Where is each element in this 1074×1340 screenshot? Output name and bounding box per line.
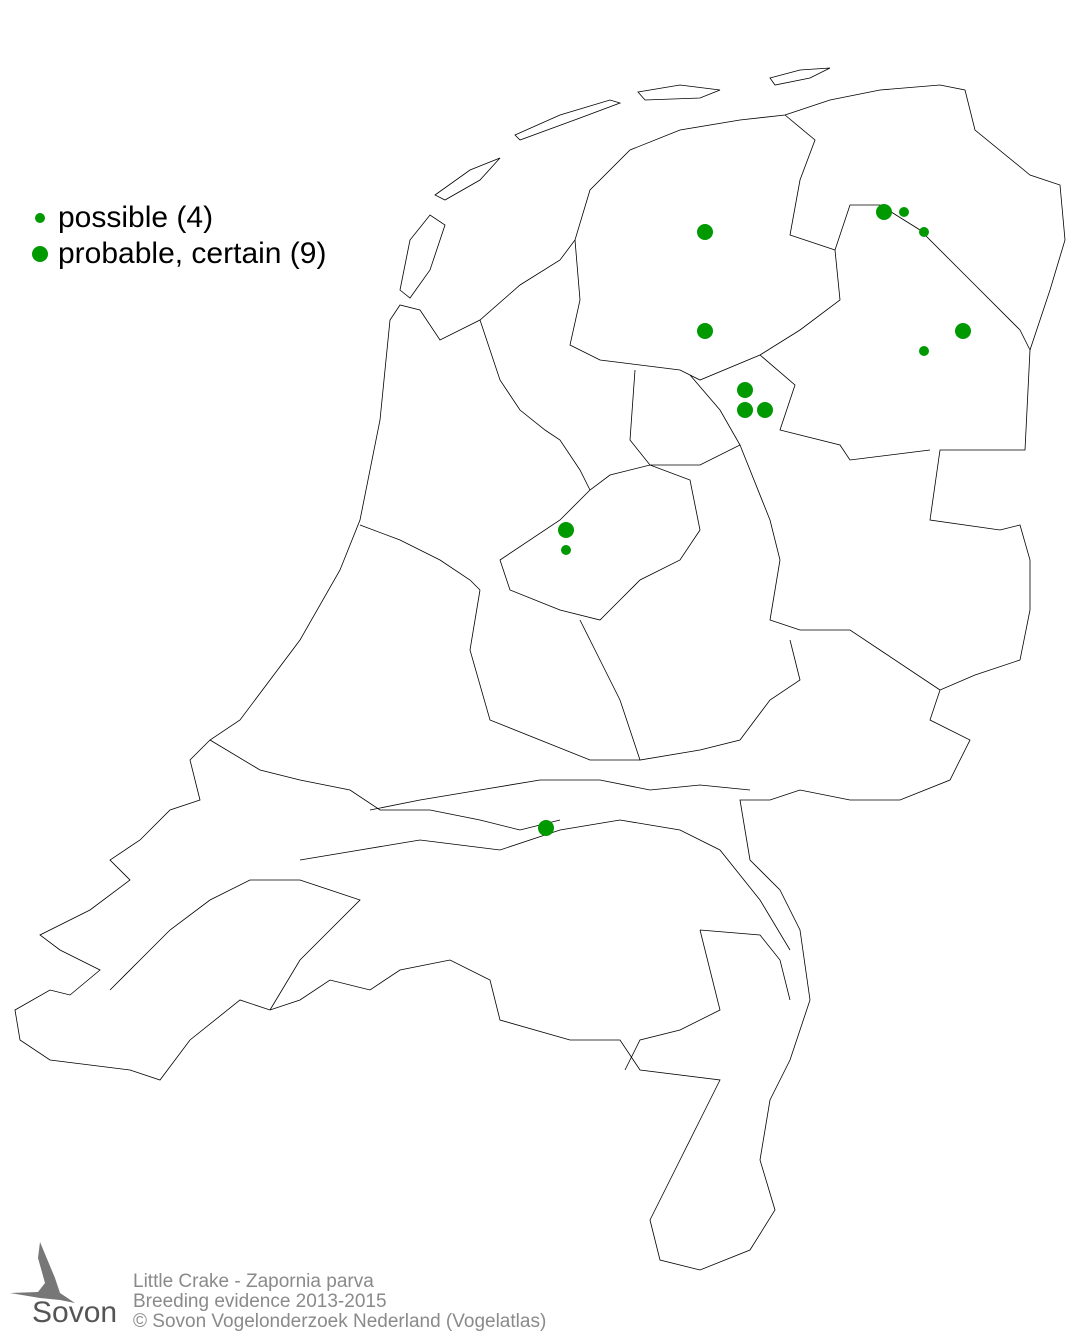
small-dot-icon [35, 213, 45, 223]
probable-certain-point [737, 382, 753, 398]
map-caption: Little Crake - Zapornia parva Breeding e… [133, 1272, 546, 1332]
province-utrecht [469, 589, 640, 761]
province-groningen [784, 114, 1031, 351]
legend-item-probable: probable, certain (9) [28, 236, 326, 272]
caption-period: Breeding evidence 2013-2015 [133, 1291, 387, 1312]
legend-label-possible: possible (4) [58, 201, 214, 234]
river-waal [369, 779, 751, 811]
island-terschelling [514, 99, 622, 141]
possible-point [899, 207, 909, 217]
province-overijssel [739, 444, 941, 691]
province-drenthe [759, 354, 931, 461]
province-flevoland [499, 369, 741, 621]
probable-certain-point [697, 323, 713, 339]
legend-label-probable: probable, certain (9) [58, 237, 327, 270]
island-schiermonnikoog [769, 67, 831, 86]
probable-certain-point [876, 204, 892, 220]
province-gelderland [579, 619, 801, 761]
legend-item-possible: possible (4) [28, 200, 326, 236]
probable-certain-point [737, 402, 753, 418]
province-noord-holland [359, 319, 591, 591]
possible-point [919, 227, 929, 237]
large-dot-icon [32, 246, 48, 262]
caption-species: Little Crake - Zapornia parva [133, 1271, 374, 1292]
possible-point [919, 346, 929, 356]
possible-point [561, 545, 571, 555]
probable-certain-point [757, 402, 773, 418]
island-vlieland [434, 157, 501, 201]
logo-text: Sovon [32, 1296, 118, 1329]
probable-certain-point [697, 224, 713, 240]
country-outline [14, 84, 1066, 1271]
probable-certain-point [558, 522, 574, 538]
sovon-swallow-logo [10, 1242, 75, 1303]
province-friesland [569, 239, 841, 381]
province-zuid-holland [209, 739, 561, 831]
caption-copyright: © Sovon Vogelonderzoek Nederland (Vogela… [133, 1311, 547, 1332]
map-boundaries [14, 67, 1066, 1271]
probable-certain-point [955, 323, 971, 339]
province-limburg [624, 929, 721, 1071]
legend: possible (4) probable, certain (9) [28, 200, 326, 272]
province-noord-brabant [109, 879, 791, 1011]
river-maas [299, 819, 791, 951]
island-ameland [637, 84, 721, 101]
observation-points [538, 204, 971, 836]
island-texel [399, 214, 446, 299]
probable-certain-point [538, 820, 554, 836]
